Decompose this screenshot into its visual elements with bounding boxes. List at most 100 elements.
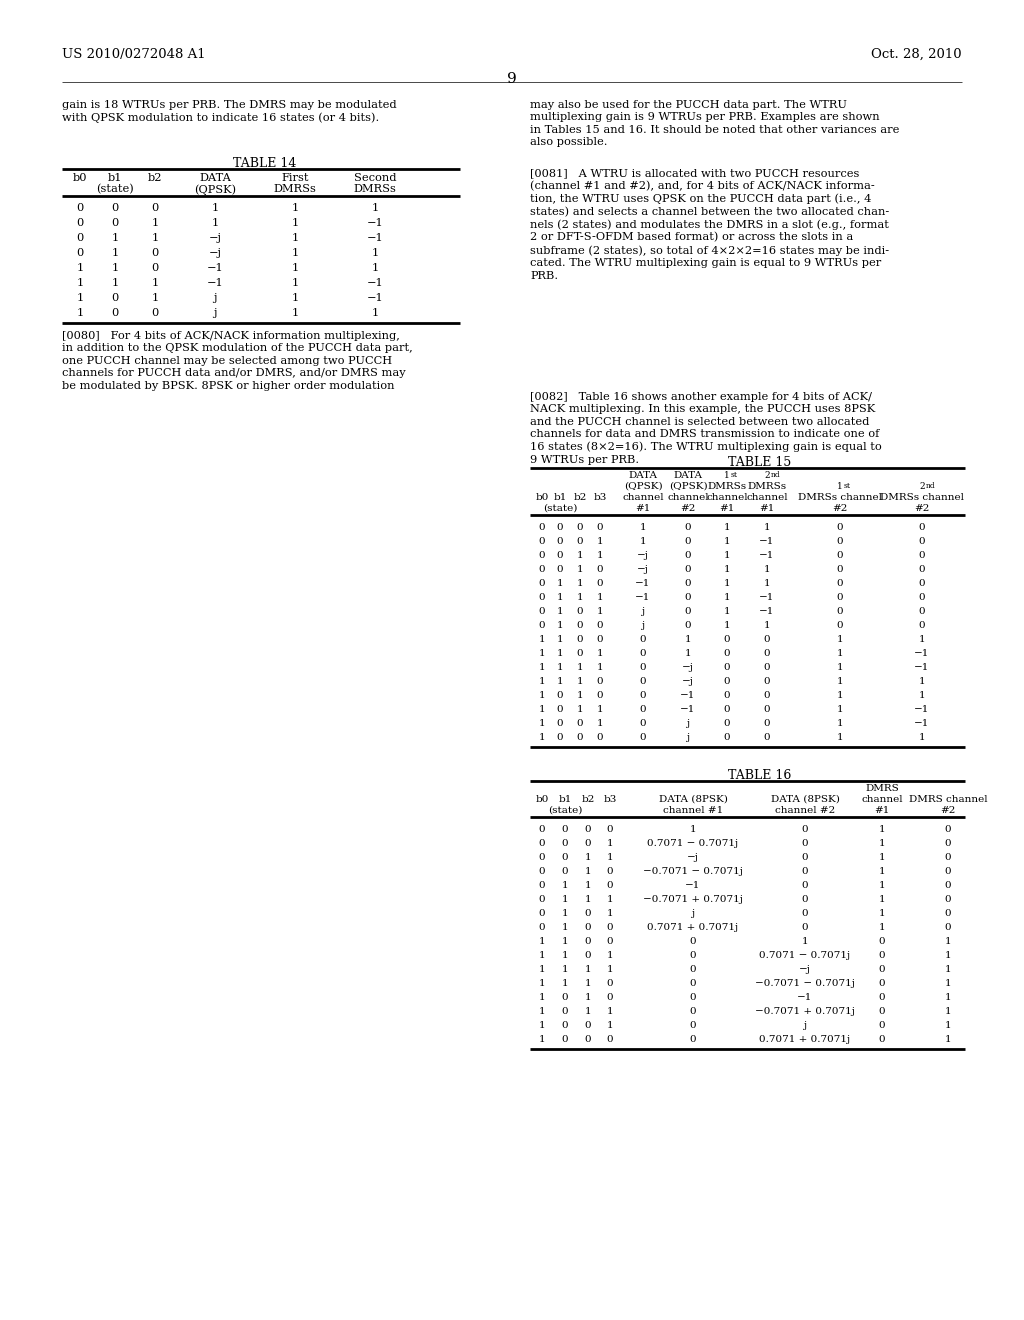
Text: 0: 0 [577, 635, 584, 644]
Text: 1: 1 [879, 909, 886, 917]
Text: −1: −1 [207, 279, 223, 288]
Text: 0: 0 [585, 923, 591, 932]
Text: 0: 0 [764, 690, 770, 700]
Text: 0: 0 [685, 523, 691, 532]
Text: 1: 1 [837, 705, 844, 714]
Text: 9: 9 [507, 73, 517, 86]
Text: −1: −1 [914, 705, 930, 714]
Text: 0: 0 [557, 705, 563, 714]
Text: may also be used for the PUCCH data part. The WTRU
multiplexing gain is 9 WTRUs : may also be used for the PUCCH data part… [530, 100, 899, 148]
Text: 0: 0 [557, 550, 563, 560]
Text: 1: 1 [724, 550, 730, 560]
Text: 0: 0 [585, 1020, 591, 1030]
Text: 0: 0 [919, 523, 926, 532]
Text: 1: 1 [539, 979, 546, 987]
Text: 0: 0 [577, 523, 584, 532]
Text: b2: b2 [147, 173, 162, 183]
Text: 0: 0 [690, 950, 696, 960]
Text: 1: 1 [539, 993, 546, 1002]
Text: 1: 1 [557, 593, 563, 602]
Text: 0: 0 [557, 523, 563, 532]
Text: 0: 0 [919, 537, 926, 546]
Text: j: j [804, 1020, 807, 1030]
Text: 1: 1 [211, 218, 219, 228]
Text: 0: 0 [112, 293, 119, 304]
Text: 0: 0 [640, 690, 646, 700]
Text: 1: 1 [585, 979, 591, 987]
Text: 1: 1 [77, 263, 84, 273]
Text: 0: 0 [945, 880, 951, 890]
Text: 0.7071 − 0.7071j: 0.7071 − 0.7071j [647, 840, 738, 847]
Text: 0: 0 [724, 690, 730, 700]
Text: b0: b0 [73, 173, 87, 183]
Text: 0: 0 [685, 593, 691, 602]
Text: 1: 1 [724, 620, 730, 630]
Text: 0: 0 [539, 909, 546, 917]
Text: 0: 0 [585, 909, 591, 917]
Text: 0: 0 [879, 950, 886, 960]
Text: 0: 0 [945, 867, 951, 876]
Text: 1: 1 [945, 965, 951, 974]
Text: 1: 1 [539, 649, 546, 657]
Text: 1: 1 [945, 993, 951, 1002]
Text: j: j [641, 607, 644, 616]
Text: 0: 0 [764, 677, 770, 686]
Text: 0: 0 [690, 979, 696, 987]
Text: channel: channel [623, 492, 664, 502]
Text: 0: 0 [879, 937, 886, 946]
Text: b2: b2 [582, 795, 595, 804]
Text: 0: 0 [640, 635, 646, 644]
Text: 0: 0 [919, 565, 926, 574]
Text: 0: 0 [879, 1020, 886, 1030]
Text: nd: nd [926, 482, 936, 490]
Text: 1: 1 [112, 263, 119, 273]
Text: 0: 0 [837, 579, 844, 587]
Text: [0082]   Table 16 shows another example for 4 bits of ACK/
NACK multiplexing. In: [0082] Table 16 shows another example fo… [530, 392, 882, 465]
Text: st: st [844, 482, 851, 490]
Text: 1: 1 [557, 620, 563, 630]
Text: 0: 0 [539, 550, 546, 560]
Text: #2: #2 [940, 807, 955, 814]
Text: 1: 1 [606, 965, 613, 974]
Text: 0: 0 [152, 203, 159, 213]
Text: −1: −1 [680, 705, 695, 714]
Text: channel: channel [668, 492, 709, 502]
Text: b0: b0 [536, 492, 549, 502]
Text: 0: 0 [557, 733, 563, 742]
Text: 1: 1 [562, 895, 568, 904]
Text: 0: 0 [539, 607, 546, 616]
Text: −1: −1 [760, 607, 775, 616]
Text: −1: −1 [680, 690, 695, 700]
Text: 0: 0 [539, 537, 546, 546]
Text: 1: 1 [838, 482, 843, 491]
Text: 1: 1 [879, 840, 886, 847]
Text: 1: 1 [606, 840, 613, 847]
Text: 1: 1 [562, 965, 568, 974]
Text: 0: 0 [606, 923, 613, 932]
Text: 0: 0 [577, 620, 584, 630]
Text: 0: 0 [837, 550, 844, 560]
Text: 0: 0 [919, 593, 926, 602]
Text: 0: 0 [724, 677, 730, 686]
Text: DATA: DATA [629, 471, 657, 480]
Text: 0: 0 [764, 733, 770, 742]
Text: 0: 0 [837, 565, 844, 574]
Text: 1: 1 [919, 635, 926, 644]
Text: DATA (8PSK): DATA (8PSK) [771, 795, 840, 804]
Text: 1: 1 [577, 677, 584, 686]
Text: 1: 1 [539, 1035, 546, 1044]
Text: 0: 0 [690, 1035, 696, 1044]
Text: DMRSs channel: DMRSs channel [880, 492, 964, 502]
Text: b3: b3 [603, 795, 616, 804]
Text: 0: 0 [690, 937, 696, 946]
Text: 1: 1 [919, 690, 926, 700]
Text: 1: 1 [77, 293, 84, 304]
Text: 0: 0 [640, 677, 646, 686]
Text: 0: 0 [112, 203, 119, 213]
Text: 0: 0 [539, 880, 546, 890]
Text: 1: 1 [640, 537, 646, 546]
Text: j: j [686, 733, 689, 742]
Text: 1: 1 [372, 308, 379, 318]
Text: 1: 1 [372, 263, 379, 273]
Text: 1: 1 [597, 550, 603, 560]
